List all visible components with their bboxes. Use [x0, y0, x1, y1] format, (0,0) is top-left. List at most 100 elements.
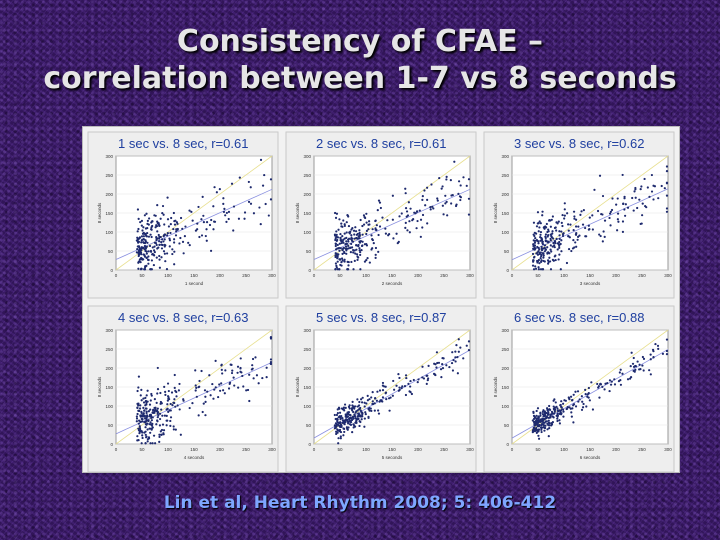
- y-tick-label: 150: [105, 385, 113, 390]
- data-point: [350, 242, 353, 246]
- data-point: [156, 410, 160, 414]
- data-point: [352, 251, 355, 254]
- data-point: [425, 382, 428, 385]
- data-point: [143, 244, 147, 248]
- data-point: [532, 248, 535, 251]
- data-point: [626, 378, 630, 381]
- data-point: [431, 205, 434, 208]
- chart-title: 3 sec vs. 8 sec, r=0.62: [514, 136, 644, 151]
- data-point: [560, 412, 563, 415]
- data-point: [174, 428, 177, 431]
- data-point: [173, 401, 176, 405]
- data-point: [166, 403, 169, 406]
- data-point: [539, 411, 542, 414]
- data-point: [351, 240, 355, 243]
- data-point: [570, 399, 574, 402]
- data-point: [136, 208, 140, 211]
- data-point: [562, 402, 565, 405]
- data-point: [363, 260, 367, 263]
- data-point: [174, 234, 178, 237]
- data-point: [224, 369, 227, 372]
- data-point: [158, 417, 162, 421]
- data-point: [541, 410, 544, 414]
- data-point: [269, 198, 273, 201]
- data-point: [465, 344, 468, 347]
- data-point: [141, 434, 144, 437]
- data-point: [381, 396, 385, 399]
- y-tick-label: 250: [105, 347, 113, 352]
- data-point: [574, 405, 578, 408]
- x-tick-label: 0: [511, 273, 514, 278]
- y-tick-label: 200: [501, 366, 509, 371]
- data-point: [619, 383, 623, 386]
- data-point: [167, 389, 170, 393]
- data-point: [366, 394, 369, 397]
- data-point: [161, 414, 164, 417]
- data-point: [539, 268, 543, 271]
- data-point: [356, 417, 359, 420]
- data-point: [343, 422, 346, 426]
- data-point: [142, 397, 145, 400]
- data-point: [143, 214, 146, 217]
- data-point: [652, 356, 655, 359]
- data-point: [535, 232, 538, 235]
- data-point: [335, 212, 339, 215]
- data-point: [534, 247, 537, 250]
- data-point: [223, 392, 226, 395]
- data-point: [159, 402, 162, 405]
- data-point: [148, 217, 151, 220]
- data-point: [151, 442, 154, 445]
- y-tick-label: 0: [506, 442, 509, 447]
- x-tick-label: 0: [313, 273, 316, 278]
- data-point: [158, 424, 162, 427]
- data-point: [195, 386, 198, 389]
- data-point: [156, 407, 159, 410]
- data-point: [634, 368, 637, 371]
- data-point: [388, 409, 391, 412]
- data-point: [537, 242, 540, 245]
- data-point: [578, 234, 581, 237]
- data-point: [598, 396, 601, 399]
- data-point: [363, 417, 366, 420]
- data-point: [351, 400, 354, 403]
- data-point: [535, 225, 539, 228]
- data-point: [197, 414, 200, 417]
- data-point: [360, 410, 363, 414]
- data-point: [391, 394, 394, 397]
- data-point: [533, 239, 537, 243]
- data-point: [156, 230, 159, 233]
- data-point: [608, 379, 612, 382]
- data-point: [542, 409, 545, 412]
- data-point: [149, 268, 153, 271]
- data-point: [150, 228, 153, 231]
- data-point: [140, 430, 143, 433]
- data-point: [344, 245, 348, 248]
- data-point: [354, 252, 357, 255]
- data-point: [163, 233, 166, 236]
- data-point: [355, 410, 358, 413]
- data-point: [339, 236, 342, 239]
- data-point: [421, 365, 424, 368]
- data-point: [532, 414, 536, 417]
- data-point: [136, 439, 139, 442]
- data-point: [384, 385, 387, 388]
- data-point: [173, 220, 176, 223]
- data-point: [376, 209, 379, 212]
- data-point: [548, 427, 551, 430]
- data-point: [170, 391, 174, 394]
- data-point: [532, 243, 535, 246]
- data-point: [269, 178, 273, 181]
- data-point: [178, 242, 181, 245]
- scatter-grid-svg: 1 sec vs. 8 sec, r=0.61 0 50 100 150 200 250 30…: [87, 131, 675, 473]
- data-point: [631, 196, 634, 200]
- data-point: [150, 427, 153, 430]
- data-point: [346, 418, 349, 421]
- data-point: [585, 405, 588, 408]
- data-point: [188, 209, 191, 212]
- data-point: [537, 434, 540, 437]
- x-tick-label: 0: [115, 447, 118, 452]
- data-point: [145, 252, 148, 255]
- data-point: [457, 192, 460, 195]
- x-axis-label: 2 seconds: [382, 281, 403, 286]
- data-point: [140, 388, 143, 392]
